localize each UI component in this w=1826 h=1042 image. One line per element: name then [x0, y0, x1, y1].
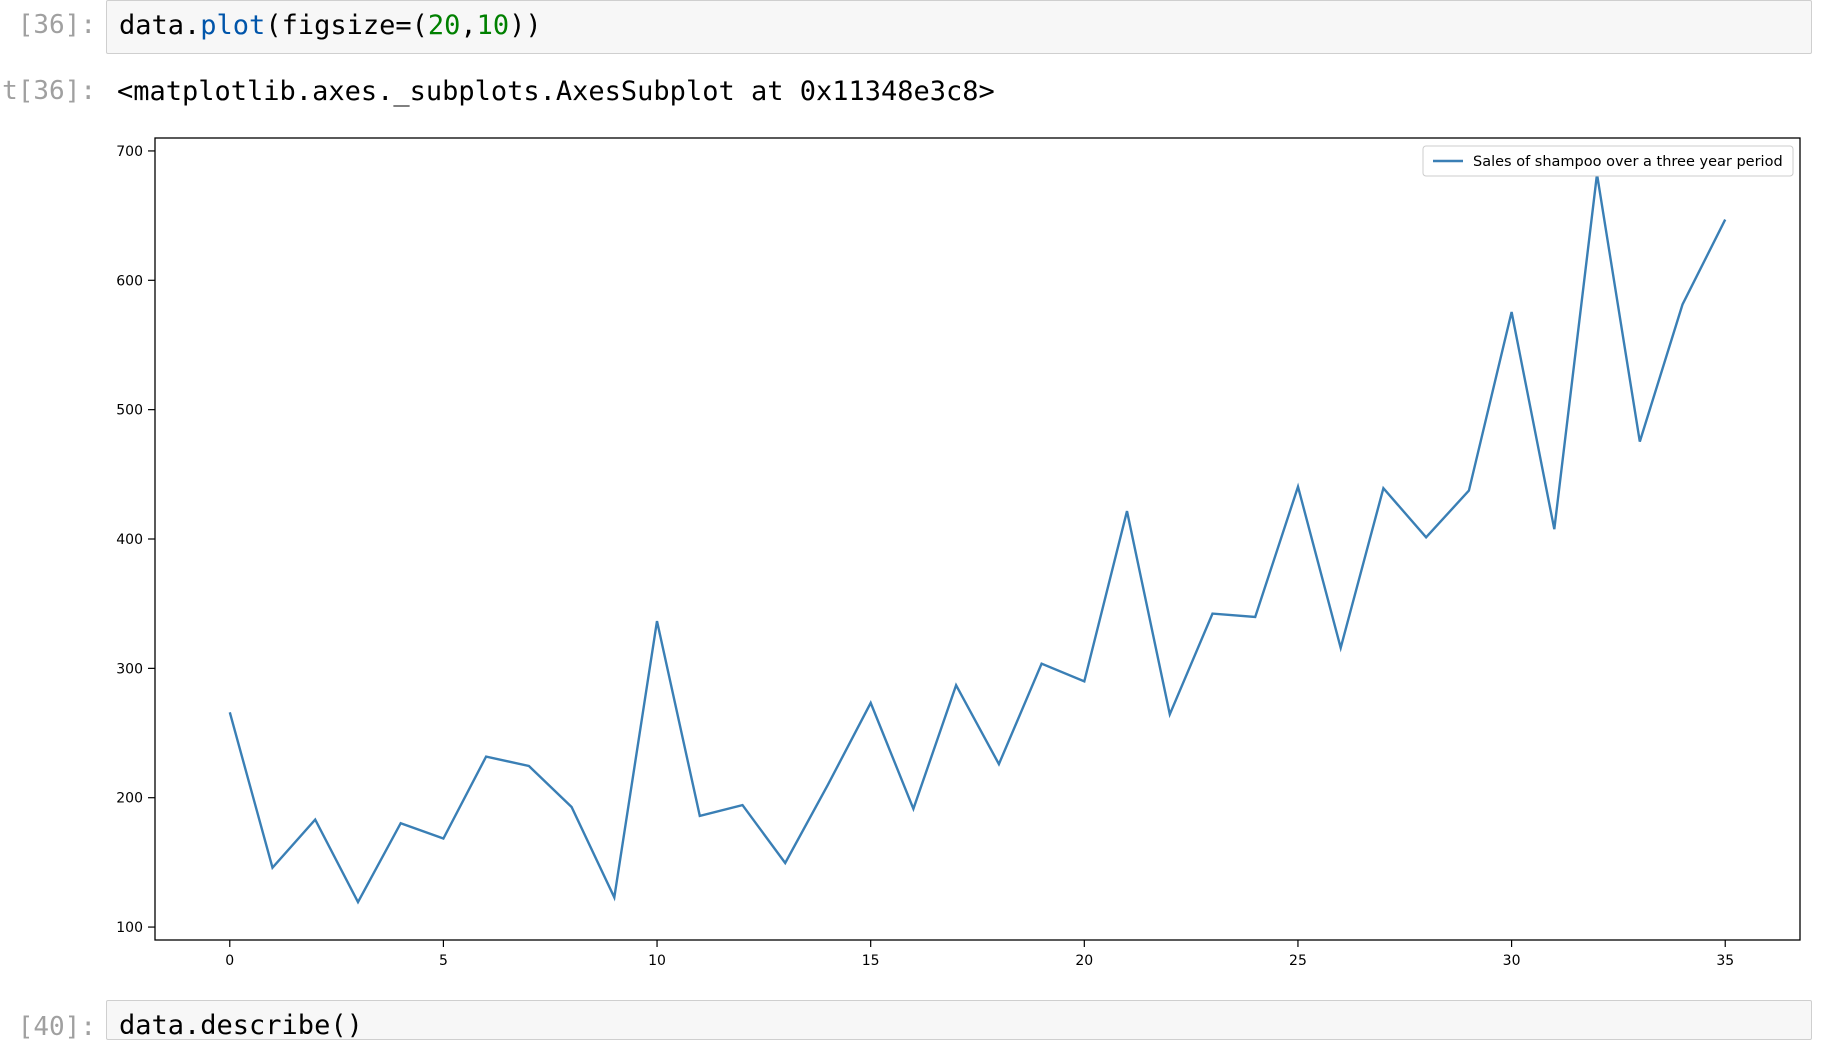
- next-input-prompt: [40]:: [0, 1012, 96, 1042]
- y-tick-label: 100: [116, 920, 143, 936]
- x-tick-label: 0: [225, 953, 234, 969]
- y-tick-label: 300: [116, 661, 143, 677]
- x-tick-label: 5: [439, 953, 448, 969]
- y-tick-label: 500: [116, 403, 143, 419]
- x-tick-label: 15: [862, 953, 880, 969]
- x-tick-label: 10: [648, 953, 666, 969]
- x-tick-label: 30: [1503, 953, 1521, 969]
- x-tick-label: 25: [1289, 953, 1307, 969]
- plot-frame: [155, 138, 1800, 940]
- x-tick-label: 35: [1716, 953, 1734, 969]
- x-tick-label: 20: [1075, 953, 1093, 969]
- y-tick-label: 700: [116, 144, 143, 160]
- y-tick-label: 600: [116, 273, 143, 289]
- y-tick-label: 400: [116, 532, 143, 548]
- legend-label: Sales of shampoo over a three year perio…: [1473, 154, 1783, 170]
- next-code-text: data.describe(): [119, 1010, 363, 1041]
- y-tick-label: 200: [116, 791, 143, 807]
- next-code-cell[interactable]: data.describe(): [106, 1000, 1812, 1040]
